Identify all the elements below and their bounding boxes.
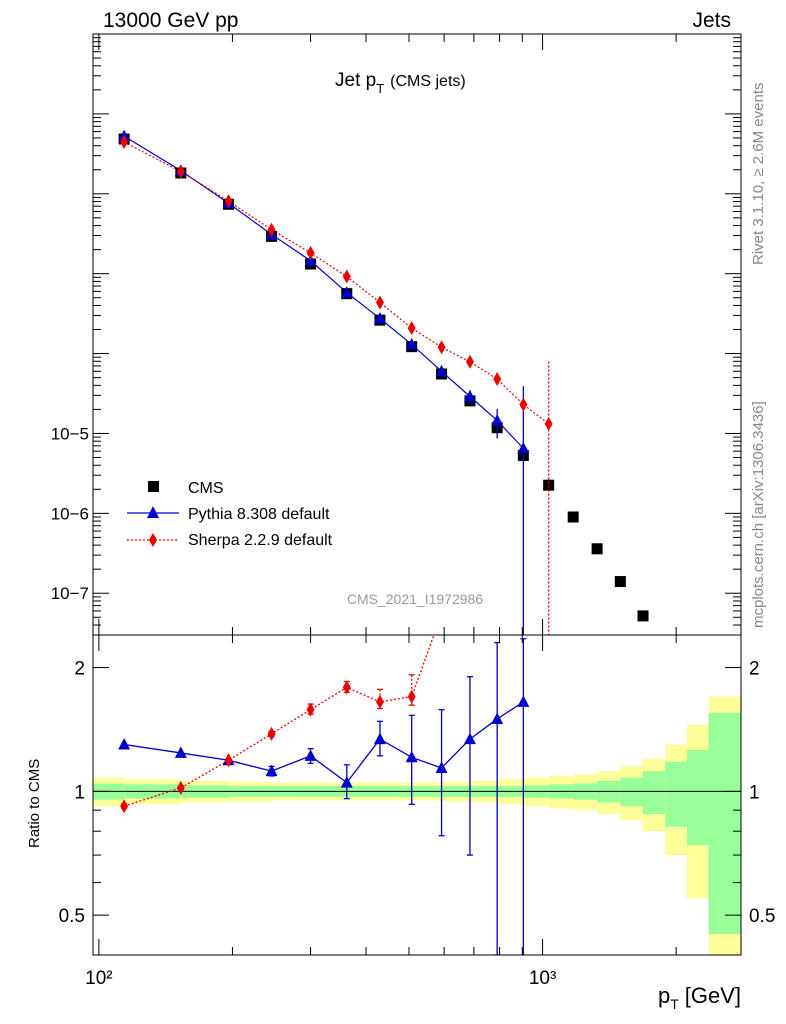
mcplots-label: mcplots.cern.ch [arXiv:1306.3436] — [750, 401, 767, 628]
sherpa-point — [544, 416, 553, 431]
pythia-ratio-point — [463, 732, 476, 745]
y-tick-label-ratio-right: 1 — [749, 782, 760, 803]
sherpa-ratio-point — [438, 607, 446, 621]
pythia-line — [123, 135, 524, 449]
y-tick-label-main: 10−5 — [51, 424, 89, 443]
cms-point — [614, 576, 626, 588]
sherpa-point — [224, 194, 233, 209]
band-inner-bin — [643, 771, 666, 815]
sherpa-point — [407, 321, 416, 336]
legend-label-pythia: Pythia 8.308 default — [188, 506, 330, 523]
y-tick-label-ratio-right: 0.5 — [749, 906, 775, 927]
plot-title-paren: (CMS jets) — [390, 73, 466, 90]
pythia-ratio-point — [491, 712, 504, 724]
pythia-ratio-point — [517, 695, 530, 707]
sherpa-point — [375, 295, 384, 310]
plot-title-sub: T — [376, 81, 384, 96]
legend-label-cms: CMS — [188, 480, 224, 497]
pythia-ratio-point — [405, 750, 418, 763]
sherpa-ratio-point — [176, 780, 185, 795]
sherpa-point — [342, 269, 351, 284]
ratio-ylabel: Ratio to CMS — [26, 759, 43, 848]
x-axis-label-unit: [GeV] — [685, 983, 741, 1008]
pythia-ratio-line — [124, 701, 524, 784]
sherpa-point — [437, 340, 446, 355]
sherpa-ratio-point — [342, 680, 351, 695]
y-tick-label-ratio-right: 2 — [749, 659, 760, 680]
y-tick-label-ratio-left: 2 — [74, 659, 85, 680]
sherpa-point — [267, 222, 276, 237]
sherpa-ratio-point — [224, 753, 233, 768]
pythia-ratio-point — [435, 761, 448, 773]
y-tick-label-ratio-left: 0.5 — [59, 906, 85, 927]
pythia-ratio-point — [373, 732, 386, 745]
cms-point — [591, 543, 603, 555]
pythia-point — [373, 311, 386, 324]
plot-title: Jet pT (CMS jets) — [335, 70, 466, 96]
cms-point — [567, 511, 579, 523]
sherpa-ratio-line — [123, 635, 435, 807]
sherpa-point — [465, 354, 474, 369]
band-inner-bin — [665, 761, 688, 827]
pythia-point — [463, 390, 476, 402]
x-axis-label-main: p — [658, 983, 670, 1008]
rivet-label: Rivet 3.1.10, ≥ 2.6M events — [750, 83, 767, 266]
legend-item-pythia: Pythia 8.308 default — [127, 506, 330, 523]
band-inner-bin — [620, 777, 644, 807]
band-inner-bin — [708, 713, 741, 934]
header-left: 13000 GeV pp — [103, 9, 238, 32]
pythia-ratio-point — [304, 749, 317, 761]
cms-point — [660, 644, 671, 655]
main-series-layer — [118, 129, 693, 690]
legend: CMS Pythia 8.308 default Sherpa 2.2.9 de… — [127, 480, 333, 549]
header-right: Jets — [692, 9, 731, 32]
y-tick-label-main: 10−7 — [51, 584, 89, 603]
sherpa-ratio-point — [375, 694, 384, 709]
ratio-series-layer — [118, 607, 530, 955]
pythia-point — [405, 337, 418, 350]
sherpa-point — [120, 134, 129, 149]
pythia-point — [340, 286, 353, 298]
sherpa-ratio-point — [407, 689, 416, 704]
pythia-ratio-point — [265, 764, 278, 777]
band-inner-bin — [687, 750, 709, 846]
x-axis-label-sub: T — [670, 996, 679, 1012]
pythia-point — [304, 254, 317, 266]
watermark: CMS_2021_I1972986 — [347, 591, 483, 607]
legend-marker-cms — [148, 481, 159, 492]
cms-point — [682, 679, 693, 690]
pythia-ratio-point — [174, 746, 187, 758]
sherpa-point — [493, 372, 502, 387]
x-tick-label: 10³ — [529, 968, 556, 989]
x-tick-label: 10² — [85, 968, 112, 989]
pythia-ratio-point — [118, 737, 131, 750]
x-axis-label: pT [GeV] — [658, 983, 741, 1012]
axes-layer: 10² 10³ 10−7 10−6 10−5 0.5 0.5 1 1 2 2 — [51, 33, 775, 989]
sherpa-point — [519, 397, 528, 412]
legend-label-sherpa: Sherpa 2.2.9 default — [188, 532, 333, 549]
legend-item-cms: CMS — [148, 480, 224, 497]
pythia-ratio-point — [340, 776, 353, 788]
legend-item-sherpa: Sherpa 2.2.9 default — [127, 532, 333, 549]
ratio-panel-frame — [92, 634, 742, 956]
plot-title-main: Jet p — [335, 70, 376, 91]
legend-marker-pythia — [147, 506, 159, 518]
legend-marker-sherpa — [149, 533, 157, 547]
pythia-point — [435, 364, 448, 377]
y-tick-label-main: 10−6 — [51, 504, 89, 523]
sherpa-ratio-point — [267, 726, 276, 741]
pythia-point — [517, 441, 530, 454]
sherpa-point — [176, 164, 185, 179]
sherpa-point — [306, 245, 315, 260]
y-tick-label-ratio-left: 1 — [74, 782, 85, 803]
uncertainty-bands — [93, 696, 741, 955]
pythia-point — [491, 414, 504, 426]
cms-point — [637, 610, 649, 622]
cms-point — [543, 479, 555, 491]
sherpa-ratio-point — [120, 799, 129, 814]
sherpa-ratio-point — [306, 702, 315, 717]
